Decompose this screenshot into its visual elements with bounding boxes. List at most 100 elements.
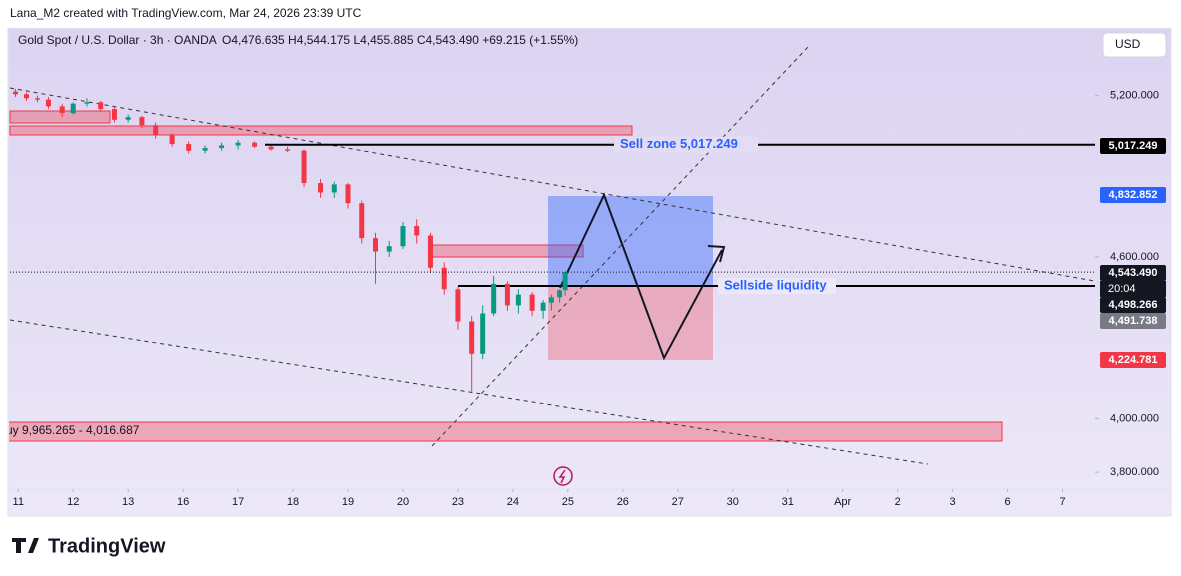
candle-body [268, 146, 274, 150]
candle-body [219, 145, 225, 149]
price-label: 4,832.852 [1109, 189, 1158, 201]
y-tick-label: 4,600.000 [1110, 251, 1159, 263]
candle-body [202, 148, 208, 151]
zone [9, 125, 633, 136]
currency-button[interactable] [1102, 32, 1167, 58]
price-label-box [1100, 187, 1166, 203]
plot-area: Sellside liquidity uy 9,965.265 - 4,016.… [6, 46, 1095, 465]
label-bg [718, 278, 836, 294]
candle-body [562, 272, 568, 291]
label-bg [614, 136, 758, 153]
price-label-box [1100, 352, 1166, 368]
candle-body [400, 226, 406, 247]
trend-line [9, 319, 929, 465]
x-tick-label: 11 [13, 496, 24, 508]
x-tick-label: Apr [834, 496, 851, 508]
target-box [548, 196, 713, 287]
candle-body [540, 302, 546, 311]
logo-icon [12, 538, 39, 553]
symbol-title: Gold Spot / U.S. Dollar · 3h · OANDA [18, 33, 217, 47]
price-label-box [1100, 138, 1166, 154]
candle-body [301, 150, 307, 184]
candle-body [515, 294, 521, 306]
x-tick-label: 20 [397, 496, 409, 508]
candle-body [45, 99, 51, 107]
price-label-box [1100, 265, 1166, 281]
candle-body [59, 106, 65, 114]
price-label: 5,017.249 [1109, 140, 1158, 152]
x-tick-label: 6 [1004, 496, 1010, 508]
sell-zone-label: Sell zone 5,017.249 [620, 136, 738, 151]
candle-body [414, 226, 420, 236]
x-tick-label: 17 [232, 496, 244, 508]
x-tick-label: 19 [342, 496, 354, 508]
currency-button-label[interactable]: USD [1115, 37, 1141, 51]
candle-body [345, 184, 351, 204]
candle-body [111, 109, 117, 120]
trend-line [9, 87, 1095, 282]
stop-box [548, 287, 713, 360]
candle-body [235, 142, 241, 146]
candle-body [139, 117, 145, 126]
x-tick-label: 16 [177, 496, 189, 508]
buy-zone-label: uy 9,965.265 - 4,016.687 [6, 423, 140, 437]
attribution: Lana_M2 created with TradingView.com, Ma… [10, 6, 362, 20]
projection-path [559, 192, 723, 361]
candle-body [252, 142, 258, 147]
candle-body [98, 102, 104, 110]
candle-body [285, 149, 291, 151]
candle-body [318, 183, 324, 193]
logo-text: TradingView [48, 535, 166, 557]
candle-body [529, 294, 535, 311]
x-tick-label: 18 [287, 496, 299, 508]
candle-body [153, 125, 159, 135]
candle-body [169, 134, 175, 145]
price-label-box [1100, 313, 1166, 329]
sellside-label: Sellside liquidity [724, 277, 827, 292]
price-label: 4,498.266 [1109, 299, 1158, 311]
candle-body [70, 103, 76, 114]
candle-body [331, 184, 337, 193]
x-tick-label: 12 [67, 496, 79, 508]
x-tick-label: 26 [617, 496, 629, 508]
candle-body [84, 102, 90, 104]
price-label: 4,491.738 [1109, 315, 1158, 327]
x-tick-label: 25 [562, 496, 574, 508]
candle-body [359, 203, 365, 239]
candle-body [557, 290, 563, 298]
ohlc-summary: O4,476.635 H4,544.175 L4,455.885 C4,543.… [222, 33, 578, 47]
candle-body [12, 91, 18, 95]
buy-zone [9, 421, 1003, 442]
candle-body [186, 144, 192, 151]
projection-arrow [707, 245, 726, 263]
x-tick-label: 31 [782, 496, 794, 508]
event-icon[interactable] [553, 466, 573, 486]
countdown-box [1100, 281, 1166, 297]
x-tick-label: 3 [950, 496, 956, 508]
y-tick-label: 3,800.000 [1110, 466, 1159, 478]
candle-body [372, 238, 378, 252]
candle-body [504, 283, 510, 306]
candle-body [386, 246, 392, 252]
candle-body [455, 289, 461, 322]
y-tick-label: 4,000.000 [1110, 412, 1159, 424]
x-tick-label: 24 [507, 496, 519, 508]
x-tick-label: 13 [122, 496, 134, 508]
countdown: 20:04 [1108, 283, 1136, 295]
candle-body [125, 117, 131, 120]
candle-body [34, 98, 40, 100]
price-label: 4,543.490 [1109, 267, 1158, 279]
y-tick-label: 5,200.000 [1110, 90, 1159, 102]
event-icon-bolt [558, 469, 566, 484]
top-bar [0, 0, 1181, 28]
candle-body [469, 321, 475, 354]
candle-body [23, 94, 29, 99]
candle-body [427, 235, 433, 268]
x-tick-label: 27 [672, 496, 684, 508]
candle-body [480, 313, 486, 354]
candle-body [548, 297, 554, 303]
trend-line [431, 46, 809, 447]
candle-body [441, 267, 447, 290]
